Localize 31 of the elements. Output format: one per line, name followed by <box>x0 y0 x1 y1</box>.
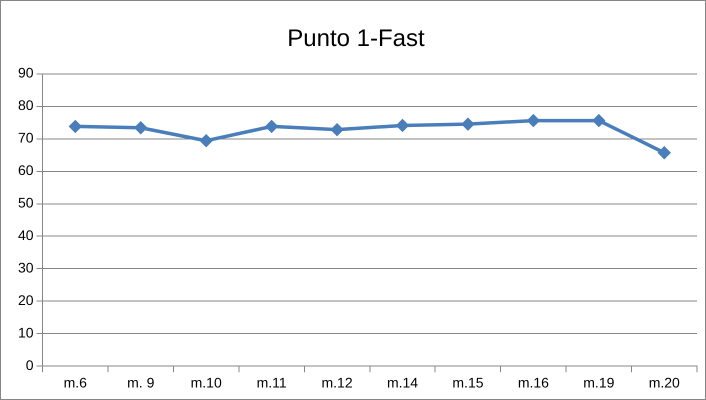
y-tick-label: 90 <box>18 64 34 81</box>
x-tick-label: m.20 <box>648 374 680 390</box>
y-tick-label: 40 <box>18 227 34 244</box>
point <box>592 114 606 128</box>
y-tick-label: 80 <box>18 97 34 114</box>
point <box>526 114 540 128</box>
x-tick-label: m.12 <box>322 374 353 390</box>
x-tick-label: m. 9 <box>127 374 155 390</box>
chart-title: Punto 1-Fast <box>287 25 426 52</box>
point <box>461 118 474 131</box>
x-tick-label: m.10 <box>190 374 222 390</box>
point <box>68 120 82 133</box>
x-tick-label: m.19 <box>583 374 615 390</box>
y-tick-label: 30 <box>18 260 34 276</box>
x-tick-label: m.14 <box>386 374 418 390</box>
point <box>200 134 213 148</box>
x-tick-label: m.11 <box>256 374 287 390</box>
x-tick-label: m.16 <box>518 374 550 390</box>
point <box>396 118 410 132</box>
y-tick-label: 20 <box>18 292 34 308</box>
y-tick-label: 60 <box>18 162 34 178</box>
point <box>134 121 148 134</box>
point <box>330 123 344 136</box>
point <box>265 120 278 133</box>
y-tick-label: 70 <box>18 130 34 146</box>
y-tick-label: 10 <box>18 324 34 341</box>
y-tick-label: 0 <box>26 357 34 374</box>
x-tick-label: m.15 <box>452 374 484 390</box>
y-tick-label: 50 <box>18 194 34 211</box>
point <box>658 146 671 160</box>
x-tick-label: m.6 <box>64 374 88 390</box>
